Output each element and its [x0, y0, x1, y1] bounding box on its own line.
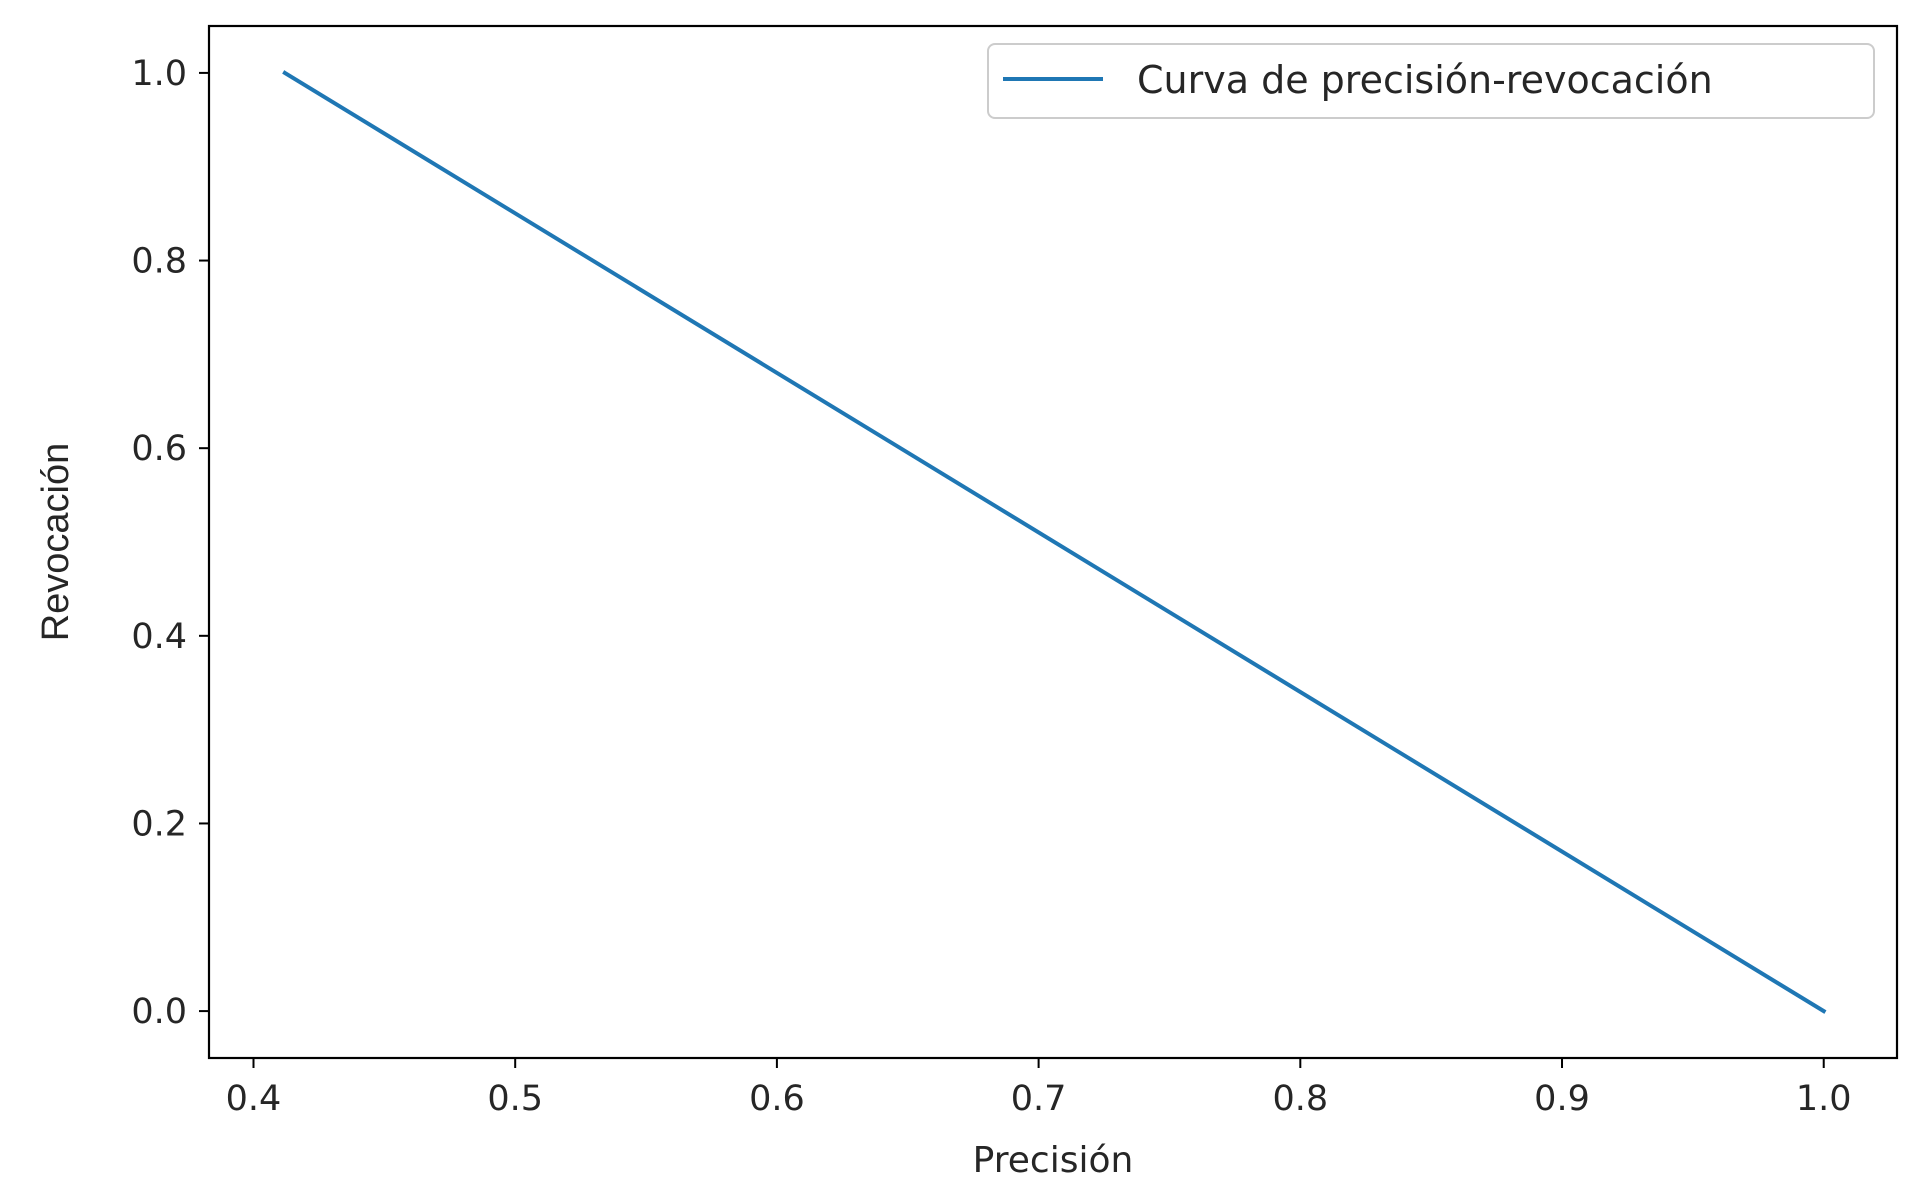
x-axis-label: Precisión: [973, 1140, 1134, 1181]
x-tick-label: 0.5: [487, 1079, 543, 1119]
series-lines: [282, 70, 1827, 1014]
legend: Curva de precisión-revocación: [987, 43, 1875, 119]
x-tick-label: 1.0: [1796, 1079, 1852, 1119]
x-tick-label: 0.4: [226, 1079, 282, 1119]
y-axis-label: Revocación: [35, 443, 77, 642]
y-tick-label: 0.0: [131, 992, 187, 1032]
legend-entry-label: Curva de precisión-revocación: [1137, 58, 1713, 102]
y-axis-ticks: 0.0 0.2 0.4 0.6 0.8 1.0: [131, 54, 209, 1032]
x-tick-label: 0.6: [749, 1079, 805, 1119]
x-tick-label: 0.9: [1534, 1079, 1590, 1119]
y-tick-label: 0.6: [131, 429, 187, 469]
series-line: [282, 70, 1827, 1014]
x-tick-label: 0.7: [1011, 1079, 1067, 1119]
y-tick-label: 0.4: [131, 617, 187, 657]
x-axis-ticks: 0.4 0.5 0.6 0.7 0.8 0.9 1.0: [226, 1058, 1852, 1119]
y-tick-label: 0.8: [131, 242, 187, 282]
y-tick-label: 1.0: [131, 54, 187, 94]
x-tick-label: 0.8: [1272, 1079, 1328, 1119]
y-tick-label: 0.2: [131, 804, 187, 844]
legend-box: [987, 43, 1875, 119]
